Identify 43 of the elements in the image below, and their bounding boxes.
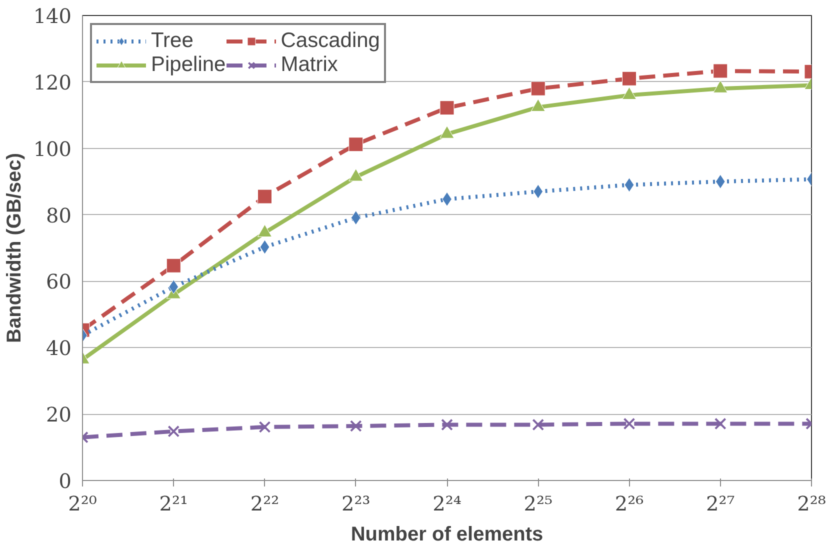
point xyxy=(350,420,362,432)
y-tick-label: 140 xyxy=(33,4,72,28)
y-tick-label: 40 xyxy=(46,336,72,360)
point xyxy=(623,418,636,430)
point xyxy=(166,258,181,273)
point xyxy=(441,418,453,431)
point xyxy=(713,64,728,78)
y-tick-label: 120 xyxy=(33,70,72,94)
y-tick-label: 80 xyxy=(46,203,72,228)
x-tick-label: 2²⁴ xyxy=(432,492,462,516)
legend-label: Matrix xyxy=(280,53,338,77)
legend-label: Tree xyxy=(151,29,194,53)
point xyxy=(258,189,272,204)
point xyxy=(260,240,270,254)
x-axis-title: Number of elements xyxy=(350,524,544,546)
point xyxy=(714,418,726,430)
x-tick-label: 2²⁰ xyxy=(68,492,97,516)
x-tick-label: 2²⁵ xyxy=(524,492,553,516)
x-tick-label: 2²⁷ xyxy=(706,492,735,516)
x-tick-label: 2²⁶ xyxy=(614,492,644,516)
y-tick-label: 60 xyxy=(46,270,72,294)
point xyxy=(530,81,546,96)
x-tick-label: 2²³ xyxy=(341,492,370,516)
y-tick-label: 20 xyxy=(46,402,72,427)
point xyxy=(715,174,726,189)
legend-label: Pipeline xyxy=(151,53,226,77)
x-tick-label: 2²¹ xyxy=(159,492,188,516)
y-tick-label: 0 xyxy=(58,469,72,493)
point xyxy=(350,210,361,226)
x-tick-label: 2²⁸ xyxy=(797,492,826,516)
point xyxy=(440,100,454,116)
y-axis-title: Bandwidth (GB/sec) xyxy=(3,152,26,344)
y-tick-label: 100 xyxy=(33,136,72,161)
point xyxy=(348,137,364,152)
legend-label: Cascading xyxy=(280,29,380,53)
point xyxy=(168,425,180,438)
x-tick-label: 2²² xyxy=(250,492,280,516)
point xyxy=(533,184,544,199)
point xyxy=(532,418,544,431)
point xyxy=(622,71,636,86)
point xyxy=(624,178,634,192)
point xyxy=(258,421,271,433)
point xyxy=(168,280,179,294)
